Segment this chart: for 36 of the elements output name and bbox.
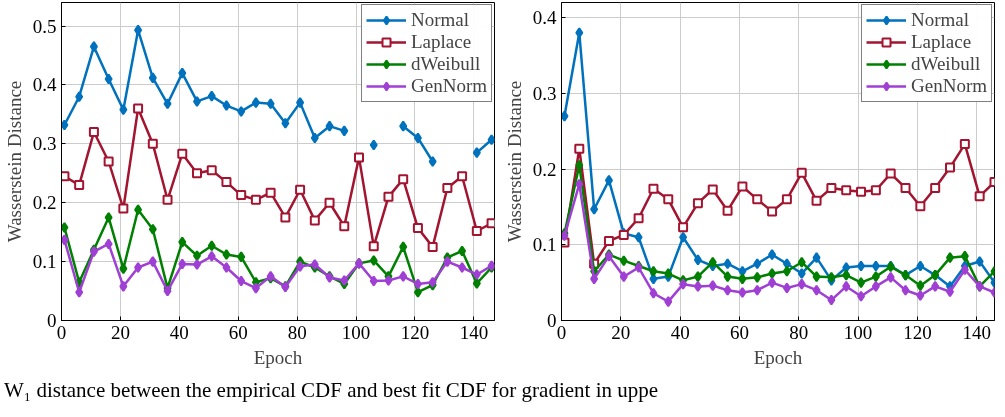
x-tick-label: 40 xyxy=(670,321,690,343)
x-tick-label: 40 xyxy=(169,321,189,343)
legend-label: Normal xyxy=(411,9,470,31)
legend-label: Laplace xyxy=(911,31,972,53)
x-axis-title: Epoch xyxy=(753,346,803,368)
y-tick-label: 0.4 xyxy=(532,7,557,29)
legend-label: GenNorm xyxy=(911,75,987,97)
x-tick-label: 100 xyxy=(843,321,873,343)
legend-label: Laplace xyxy=(411,31,472,53)
y-tick-label: 0.1 xyxy=(32,251,57,273)
y-tick-label: 0.5 xyxy=(32,15,57,37)
x-tick-label: 80 xyxy=(287,321,307,343)
y-tick-label: 0.4 xyxy=(32,74,57,96)
legend-label: dWeibull xyxy=(411,53,481,75)
y-tick-label: 0.1 xyxy=(532,234,557,256)
x-tick-label: 20 xyxy=(611,321,631,343)
y-tick-label: 0.3 xyxy=(32,133,57,155)
legend-label: dWeibull xyxy=(911,53,981,75)
x-tick-label: 60 xyxy=(729,321,749,343)
x-tick-label: 80 xyxy=(789,321,809,343)
x-axis-title: Epoch xyxy=(253,346,303,368)
x-tick-label: 140 xyxy=(962,321,991,343)
x-tick-label: 20 xyxy=(110,321,130,343)
x-tick-label: 140 xyxy=(459,321,489,343)
x-tick-label: 60 xyxy=(228,321,248,343)
x-tick-label: 120 xyxy=(400,321,430,343)
x-tick-label: 120 xyxy=(903,321,932,343)
legend-label: Normal xyxy=(911,9,970,31)
y-tick-label: 0.2 xyxy=(32,192,57,214)
y-axis-title: Wasserstein Distance xyxy=(503,80,525,243)
y-tick-label: 0.3 xyxy=(532,82,557,104)
y-axis-title: Wasserstein Distance xyxy=(3,80,25,243)
text: W₁ distance between the empirical CDF and best fit CDF for gradient in uppe xyxy=(4,377,659,404)
x-tick-label: 100 xyxy=(341,321,371,343)
legend-label: GenNorm xyxy=(411,75,487,97)
y-tick-label: 0.2 xyxy=(532,158,557,180)
